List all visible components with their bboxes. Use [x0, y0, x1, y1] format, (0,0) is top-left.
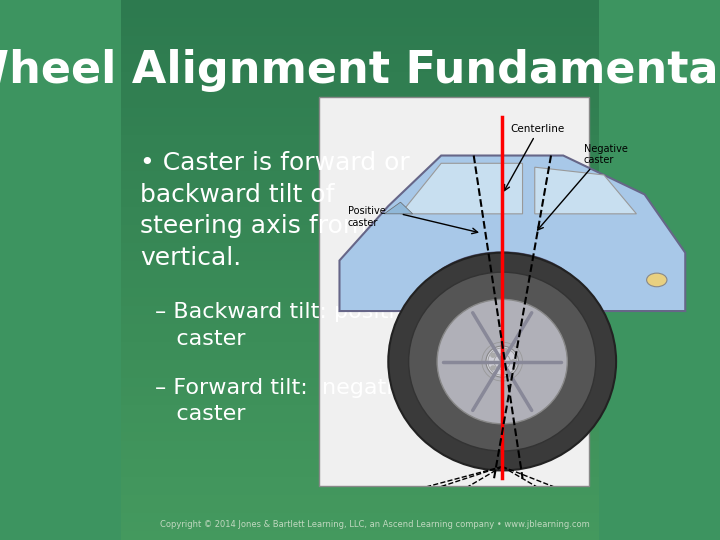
Bar — [121, 324, 599, 333]
Bar — [121, 378, 599, 387]
Bar — [121, 351, 599, 360]
Bar — [121, 513, 599, 522]
Bar — [121, 153, 599, 162]
Bar — [121, 162, 599, 171]
Bar — [121, 360, 599, 369]
Circle shape — [437, 299, 567, 424]
Bar — [121, 117, 599, 126]
Bar — [121, 495, 599, 504]
Bar — [121, 504, 599, 513]
Bar — [121, 144, 599, 153]
Ellipse shape — [647, 273, 667, 287]
Bar — [121, 234, 599, 243]
Bar — [121, 63, 599, 72]
Bar — [121, 252, 599, 261]
Bar — [121, 243, 599, 252]
Bar — [121, 90, 599, 99]
Bar — [121, 36, 599, 45]
Bar — [121, 342, 599, 351]
Bar — [121, 72, 599, 81]
Bar — [121, 432, 599, 441]
Polygon shape — [535, 167, 636, 214]
Bar — [121, 54, 599, 63]
Bar — [121, 450, 599, 459]
FancyBboxPatch shape — [320, 97, 589, 486]
Circle shape — [503, 348, 508, 354]
Bar — [121, 180, 599, 189]
Circle shape — [503, 369, 508, 375]
Bar — [121, 468, 599, 477]
Bar — [121, 99, 599, 108]
Text: – Backward tilt: positive
   caster: – Backward tilt: positive caster — [155, 302, 421, 349]
Circle shape — [486, 346, 518, 377]
Text: Negative
caster: Negative caster — [584, 144, 627, 165]
Bar — [121, 261, 599, 270]
Bar — [121, 297, 599, 306]
Bar — [121, 189, 599, 198]
Bar — [121, 108, 599, 117]
Text: Copyright © 2014 Jones & Bartlett Learning, LLC, an Ascend Learning company • ww: Copyright © 2014 Jones & Bartlett Learni… — [160, 520, 589, 529]
Polygon shape — [400, 163, 523, 214]
Bar — [121, 171, 599, 180]
Circle shape — [409, 272, 595, 451]
Bar — [121, 522, 599, 531]
Text: Positive
caster: Positive caster — [348, 206, 385, 228]
Bar — [121, 216, 599, 225]
Circle shape — [388, 253, 616, 470]
Polygon shape — [340, 156, 685, 311]
Bar — [121, 198, 599, 207]
Text: Centerline: Centerline — [510, 124, 564, 134]
Bar — [121, 18, 599, 27]
Bar — [121, 288, 599, 297]
Polygon shape — [384, 202, 413, 214]
Circle shape — [510, 359, 516, 364]
Bar — [121, 333, 599, 342]
Bar — [121, 414, 599, 423]
Bar — [121, 45, 599, 54]
Bar — [121, 369, 599, 378]
Bar — [121, 315, 599, 324]
Bar — [121, 135, 599, 144]
Bar — [121, 486, 599, 495]
Circle shape — [490, 353, 496, 358]
Text: – Forward tilt:  negative
   caster: – Forward tilt: negative caster — [155, 378, 419, 424]
Bar — [121, 27, 599, 36]
Bar — [121, 531, 599, 540]
Bar — [121, 441, 599, 450]
Bar — [121, 9, 599, 18]
Bar — [121, 396, 599, 405]
Bar — [121, 81, 599, 90]
Bar — [121, 306, 599, 315]
Bar — [121, 279, 599, 288]
Circle shape — [490, 365, 496, 370]
Bar — [121, 387, 599, 396]
Bar — [121, 225, 599, 234]
Bar — [121, 459, 599, 468]
Bar — [121, 477, 599, 486]
Bar — [121, 207, 599, 216]
Bar — [121, 126, 599, 135]
Bar — [121, 0, 599, 9]
Bar — [121, 423, 599, 432]
Text: Wheel Alignment Fundamentals: Wheel Alignment Fundamentals — [0, 49, 720, 92]
Text: • Caster is forward or
backward tilt of
steering axis from
vertical.: • Caster is forward or backward tilt of … — [140, 151, 410, 270]
Bar — [121, 405, 599, 414]
Bar — [121, 270, 599, 279]
